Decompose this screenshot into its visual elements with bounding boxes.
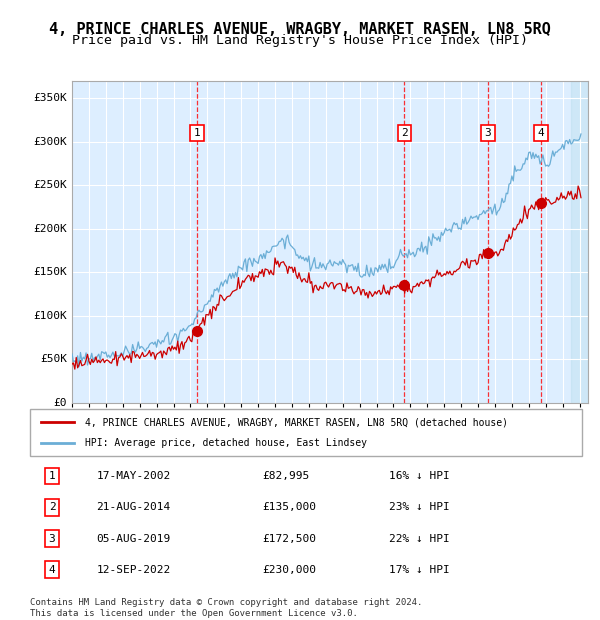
Text: 05-AUG-2019: 05-AUG-2019 [96,534,170,544]
Text: £172,500: £172,500 [262,534,316,544]
Text: £200K: £200K [33,224,67,234]
Text: £50K: £50K [40,355,67,365]
Text: Price paid vs. HM Land Registry's House Price Index (HPI): Price paid vs. HM Land Registry's House … [72,34,528,47]
Text: 4: 4 [49,565,55,575]
Text: £250K: £250K [33,180,67,190]
Text: 1: 1 [49,471,55,481]
Text: £100K: £100K [33,311,67,321]
Text: 23% ↓ HPI: 23% ↓ HPI [389,502,449,512]
Text: £135,000: £135,000 [262,502,316,512]
Text: 4, PRINCE CHARLES AVENUE, WRAGBY, MARKET RASEN, LN8 5RQ (detached house): 4, PRINCE CHARLES AVENUE, WRAGBY, MARKET… [85,417,508,427]
Text: HPI: Average price, detached house, East Lindsey: HPI: Average price, detached house, East… [85,438,367,448]
Text: 4: 4 [538,128,544,138]
Text: £82,995: £82,995 [262,471,309,481]
Text: 21-AUG-2014: 21-AUG-2014 [96,502,170,512]
Text: £350K: £350K [33,93,67,103]
Bar [571,81,588,403]
Text: £300K: £300K [33,136,67,146]
Text: 3: 3 [49,534,55,544]
Text: £0: £0 [53,398,67,408]
Text: £230,000: £230,000 [262,565,316,575]
Text: 17-MAY-2002: 17-MAY-2002 [96,471,170,481]
Text: 3: 3 [485,128,491,138]
Text: 17% ↓ HPI: 17% ↓ HPI [389,565,449,575]
FancyBboxPatch shape [30,409,582,456]
Text: 2: 2 [401,128,407,138]
Text: 16% ↓ HPI: 16% ↓ HPI [389,471,449,481]
Text: Contains HM Land Registry data © Crown copyright and database right 2024.
This d: Contains HM Land Registry data © Crown c… [30,598,422,618]
Text: 2: 2 [49,502,55,512]
Text: £150K: £150K [33,267,67,277]
Text: 1: 1 [193,128,200,138]
Text: 22% ↓ HPI: 22% ↓ HPI [389,534,449,544]
Text: 12-SEP-2022: 12-SEP-2022 [96,565,170,575]
Text: 4, PRINCE CHARLES AVENUE, WRAGBY, MARKET RASEN, LN8 5RQ: 4, PRINCE CHARLES AVENUE, WRAGBY, MARKET… [49,22,551,37]
